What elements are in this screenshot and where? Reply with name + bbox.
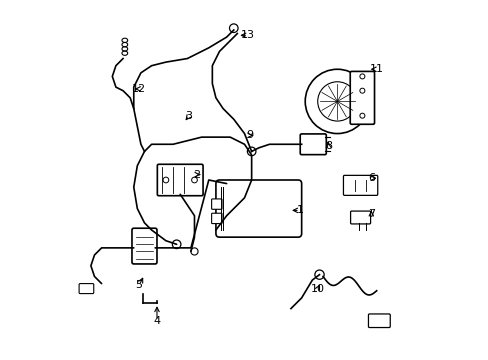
- Circle shape: [163, 177, 168, 183]
- Circle shape: [172, 240, 181, 249]
- FancyBboxPatch shape: [300, 134, 325, 155]
- Text: 13: 13: [241, 30, 255, 40]
- FancyBboxPatch shape: [343, 175, 377, 195]
- Circle shape: [359, 74, 364, 79]
- Circle shape: [359, 88, 364, 93]
- Text: 8: 8: [324, 141, 331, 151]
- Circle shape: [247, 147, 255, 156]
- FancyBboxPatch shape: [132, 228, 157, 264]
- Circle shape: [317, 82, 356, 121]
- Text: 1: 1: [296, 205, 303, 215]
- Text: 5: 5: [135, 280, 142, 291]
- Circle shape: [305, 69, 369, 134]
- FancyBboxPatch shape: [157, 164, 203, 196]
- Circle shape: [229, 24, 238, 32]
- Text: 6: 6: [367, 173, 374, 183]
- Text: 4: 4: [153, 316, 160, 326]
- FancyBboxPatch shape: [211, 199, 222, 209]
- Circle shape: [359, 113, 364, 118]
- FancyBboxPatch shape: [216, 180, 301, 237]
- Text: 2: 2: [192, 170, 200, 180]
- Text: 10: 10: [310, 284, 324, 294]
- FancyBboxPatch shape: [350, 211, 370, 224]
- FancyBboxPatch shape: [367, 314, 389, 328]
- Text: 9: 9: [246, 130, 253, 140]
- FancyBboxPatch shape: [349, 71, 374, 124]
- Text: 12: 12: [132, 84, 146, 94]
- FancyBboxPatch shape: [211, 213, 222, 224]
- FancyBboxPatch shape: [79, 284, 94, 294]
- Text: 11: 11: [369, 64, 383, 74]
- Text: 3: 3: [185, 111, 192, 121]
- Circle shape: [314, 270, 324, 279]
- Text: 7: 7: [367, 209, 374, 219]
- Circle shape: [191, 177, 197, 183]
